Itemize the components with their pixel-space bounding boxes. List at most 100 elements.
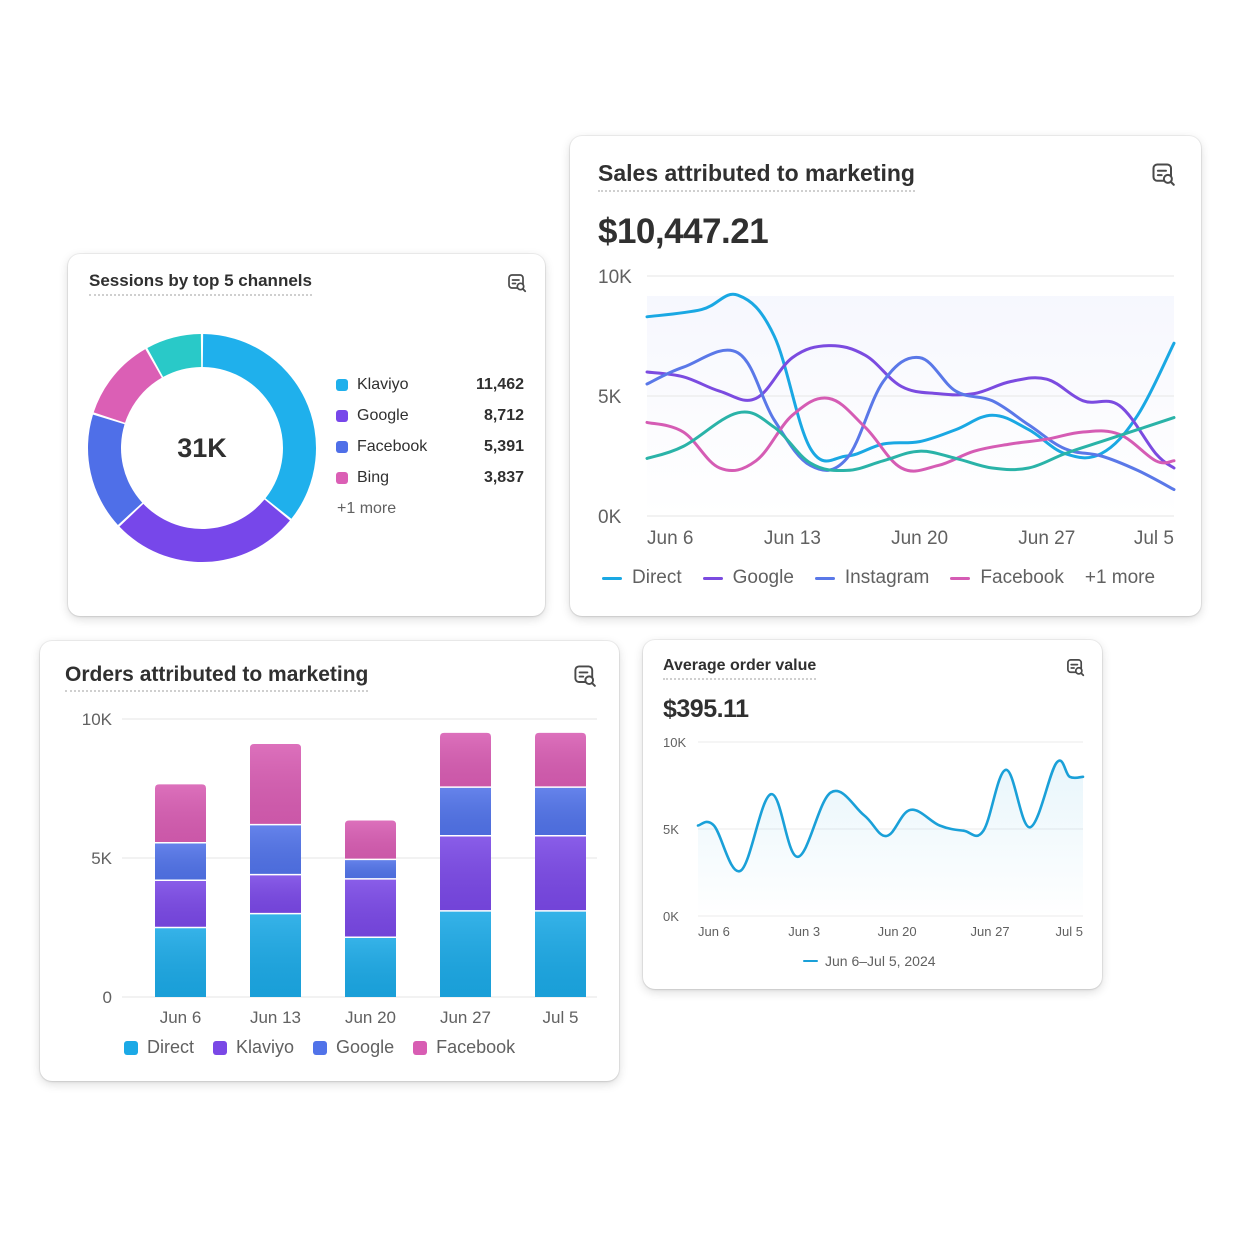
sales-x-tick: Jul 5	[1134, 528, 1174, 549]
orders-bar-sheen	[535, 732, 586, 788]
sales-series-direct[interactable]	[645, 292, 1176, 463]
aov-card-title[interactable]: Average order value	[663, 657, 817, 680]
sales-legend-item-facebook[interactable]: Facebook	[950, 567, 1064, 589]
donut-center-label: 31K	[177, 433, 227, 463]
legend-label: Instagram	[844, 567, 930, 588]
orders-bar-sheen	[440, 732, 491, 788]
orders-card-title[interactable]: Orders attributed to marketing	[65, 663, 369, 692]
legend-label: Google	[732, 567, 794, 588]
orders-bar-sheen	[535, 910, 586, 997]
explore-data-icon[interactable]	[572, 663, 598, 689]
orders-y-tick: 10K	[82, 710, 113, 729]
donut-slice-facebook[interactable]	[88, 414, 143, 525]
orders-y-tick: 5K	[91, 849, 112, 868]
sessions-donut-chart: 31K	[88, 334, 316, 562]
orders-bar-sheen	[535, 835, 586, 911]
sales-series-google[interactable]	[645, 344, 1176, 470]
aov-area-chart: 0K 5K 10K Jun 6 Jun 3 Jun 20 Jun 27 Jul 5	[663, 735, 1085, 939]
orders-x-tick: Jun 13	[250, 1008, 301, 1027]
orders-bar-sheen	[250, 824, 301, 875]
sales-legend-more[interactable]: +1 more	[1084, 567, 1156, 588]
sales-y-tick: 5K	[598, 387, 622, 408]
orders-bar-sheen	[155, 842, 206, 881]
legend-line-swatch	[950, 576, 971, 580]
sales-series-other[interactable]	[645, 410, 1176, 473]
donut-legend-item-bing[interactable]: Bing 3,837	[336, 468, 524, 488]
sales-x-tick: Jun 20	[891, 528, 948, 549]
sessions-card-title[interactable]: Sessions by top 5 channels	[89, 271, 312, 296]
legend-label: Bing	[357, 469, 390, 486]
sales-x-tick: Jun 27	[1018, 528, 1075, 549]
orders-bar-sheen	[440, 835, 491, 911]
sales-y-tick: 10K	[598, 267, 632, 288]
legend-swatch	[336, 472, 348, 484]
legend-label: Facebook	[436, 1037, 516, 1057]
aov-y-tick: 0K	[663, 909, 679, 924]
sales-legend-item-google[interactable]: Google	[702, 567, 794, 589]
sessions-card: Sessions by top 5 channels 31K Klaviyo 11…	[68, 254, 545, 616]
legend-label: Facebook	[980, 567, 1064, 588]
orders-legend-item-klaviyo[interactable]: Klaviyo	[213, 1037, 294, 1058]
donut-legend-item-klaviyo[interactable]: Klaviyo 11,462	[336, 375, 524, 395]
sales-series-instagram[interactable]	[645, 348, 1176, 492]
explore-data-icon[interactable]	[504, 270, 530, 296]
legend-swatch	[313, 1040, 328, 1055]
orders-y-tick: 0	[103, 988, 112, 1007]
orders-x-tick: Jun 20	[345, 1008, 396, 1027]
orders-bar-chart: 0 5K 10K Jun 6 Jun 13 Jun 20 Jun 27 Jul 5	[82, 710, 597, 1027]
explore-data-icon[interactable]	[1150, 161, 1176, 187]
aov-legend: Jun 6–Jul 5, 2024	[803, 953, 936, 969]
orders-bar-sheen	[345, 859, 396, 879]
orders-x-tick: Jun 27	[440, 1008, 491, 1027]
explore-data-icon[interactable]	[1062, 654, 1088, 680]
legend-swatch	[336, 410, 348, 422]
sales-series-facebook[interactable]	[645, 396, 1176, 473]
orders-card: Orders attributed to marketing 0 5K 10K Jun…	[40, 641, 619, 1081]
donut-slice-bing[interactable]	[93, 349, 162, 423]
donut-legend-item-facebook[interactable]: Facebook 5,391	[336, 437, 524, 457]
donut-slice-google[interactable]	[119, 499, 290, 562]
orders-bar-sheen	[345, 878, 396, 938]
orders-legend: Direct Klaviyo Google Facebook	[124, 1037, 534, 1058]
aov-series-line[interactable]	[696, 759, 1085, 873]
sales-card: Sales attributed to marketing $10,447.21…	[570, 136, 1201, 616]
orders-bar-sheen	[155, 880, 206, 928]
orders-bar-sheen	[155, 784, 206, 843]
aov-y-tick: 5K	[663, 822, 679, 837]
legend-value: 5,391	[483, 438, 524, 455]
legend-value: 8,712	[483, 407, 524, 424]
sales-line-chart: 0K 5K 10K Jun 6 Jun 13 Jun 20 Jun 27 Jul 5	[598, 267, 1176, 549]
orders-legend-item-facebook[interactable]: Facebook	[413, 1037, 515, 1058]
legend-label: Klaviyo	[357, 376, 409, 393]
donut-legend-item-google[interactable]: Google 8,712	[336, 406, 524, 426]
orders-legend-item-google[interactable]: Google	[313, 1037, 394, 1058]
legend-line-swatch	[814, 576, 835, 580]
legend-label: Google	[357, 407, 409, 424]
aov-legend-label[interactable]: Jun 6–Jul 5, 2024	[825, 953, 936, 969]
orders-x-tick: Jul 5	[543, 1008, 579, 1027]
sales-legend-item-direct[interactable]: Direct	[602, 567, 682, 589]
orders-legend-item-direct[interactable]: Direct	[124, 1037, 194, 1058]
aov-x-tick: Jun 20	[878, 924, 917, 939]
donut-more-link[interactable]: +1 more	[337, 500, 397, 517]
donut-slice-other[interactable]	[147, 334, 202, 377]
legend-swatch	[413, 1040, 428, 1055]
sales-card-title[interactable]: Sales attributed to marketing	[598, 160, 915, 192]
orders-bar-sheen	[440, 787, 491, 836]
legend-line-swatch	[803, 960, 818, 962]
legend-label: Facebook	[357, 438, 428, 455]
aov-y-tick: 10K	[663, 735, 686, 750]
aov-x-tick: Jun 27	[971, 924, 1010, 939]
legend-value: 11,462	[475, 376, 524, 393]
sales-legend: Direct Google Instagram Facebook +1 more	[602, 567, 1155, 589]
legend-swatch	[124, 1040, 138, 1055]
orders-bar-sheen	[155, 927, 206, 997]
donut-slice-klaviyo[interactable]	[202, 334, 316, 519]
aov-x-tick: Jun 3	[788, 924, 820, 939]
legend-swatch	[213, 1040, 228, 1055]
legend-value: 3,837	[483, 469, 524, 486]
aov-x-tick: Jun 6	[698, 924, 730, 939]
orders-bar-sheen	[535, 787, 586, 836]
sales-legend-item-instagram[interactable]: Instagram	[814, 567, 930, 589]
aov-area-fill	[698, 760, 1083, 916]
